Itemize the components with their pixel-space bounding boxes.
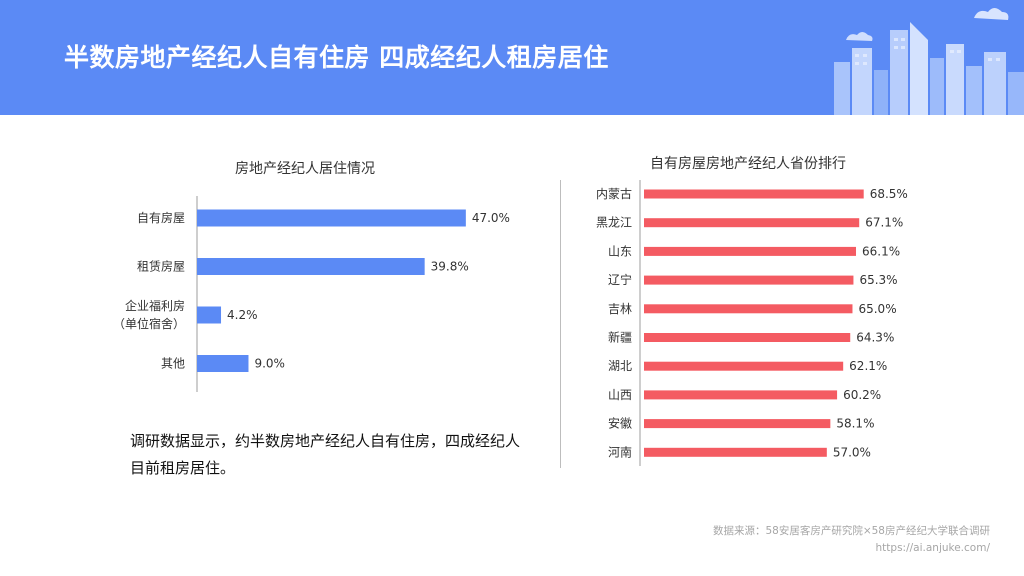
page-title: 半数房地产经纪人自有住房 四成经纪人租房居住: [64, 43, 609, 72]
right-chart-title: 自有房屋房地产经纪人省份排行: [650, 156, 846, 172]
value-label: 65.3%: [859, 273, 897, 287]
category-label: 山东: [608, 244, 632, 258]
bar: [644, 218, 860, 228]
bar: [644, 275, 854, 285]
chart-divider: [560, 180, 561, 468]
category-label: 河南: [608, 444, 632, 459]
summary-text: 调研数据显示，约半数房地产经纪人自有住房，四成经纪人目前租房居住。: [130, 432, 521, 477]
category-label: 其他: [161, 357, 185, 371]
category-label: 湖北: [608, 358, 632, 373]
category-label: 租赁房屋: [137, 259, 185, 274]
bar: [197, 355, 249, 372]
bar: [644, 447, 827, 457]
source-line: 数据来源：58安居客房产研究院×58房产经纪大学联合调研: [712, 525, 990, 537]
left-chart-title: 房地产经纪人居住情况: [235, 161, 375, 177]
value-label: 4.2%: [227, 308, 257, 322]
value-label: 68.5%: [870, 187, 908, 201]
category-label: 吉林: [608, 302, 632, 316]
category-label: 内蒙古: [596, 186, 632, 201]
value-label: 58.1%: [836, 417, 874, 431]
value-label: 65.0%: [858, 302, 896, 316]
bar: [644, 419, 831, 429]
value-label: 39.8%: [431, 260, 469, 274]
province-ranking-bar-chart: 内蒙古 68.5% 黑龙江 67.1% 山东 66.1% 辽宁 65.3% 吉林 65.0% 新疆 6…: [596, 180, 908, 466]
bar: [644, 333, 851, 342]
category-label: 新疆: [608, 330, 632, 345]
category-label: 自有房屋: [137, 210, 185, 225]
category-label: 辽宁: [608, 272, 632, 287]
value-label: 64.3%: [856, 331, 894, 345]
bar: [644, 361, 844, 371]
category-label: 安徽: [608, 416, 632, 431]
category-label: 山西: [608, 388, 632, 402]
city-skyline-illustration: [834, 8, 1024, 115]
value-label: 62.1%: [849, 359, 887, 373]
category-label: 企业福利房: [125, 298, 185, 313]
bar: [197, 209, 466, 227]
bar: [644, 246, 857, 256]
bar: [644, 390, 838, 400]
bar: [197, 306, 222, 324]
value-label: 67.1%: [865, 216, 903, 230]
value-label: 60.2%: [843, 388, 881, 402]
category-label: 黑龙江: [596, 216, 632, 230]
residence-status-bar-chart: 自有房屋 47.0% 租赁房屋 39.8% 企业福利房 （单位宿舍） 4.2% 其他 9.0%: [113, 196, 510, 392]
bar: [197, 258, 425, 275]
value-label: 66.1%: [862, 244, 900, 258]
value-label: 57.0%: [833, 445, 871, 459]
category-label: （单位宿舍）: [113, 316, 185, 331]
source-note: 数据来源：58安居客房产研究院×58房产经纪大学联合调研 https://ai.…: [713, 523, 990, 557]
source-url: https://ai.anjuke.com/: [875, 542, 990, 554]
header-banner: 半数房地产经纪人自有住房 四成经纪人租房居住: [0, 0, 1024, 115]
value-label: 9.0%: [254, 357, 284, 371]
value-label: 47.0%: [472, 211, 510, 225]
bar: [644, 189, 864, 199]
bar: [644, 304, 853, 314]
